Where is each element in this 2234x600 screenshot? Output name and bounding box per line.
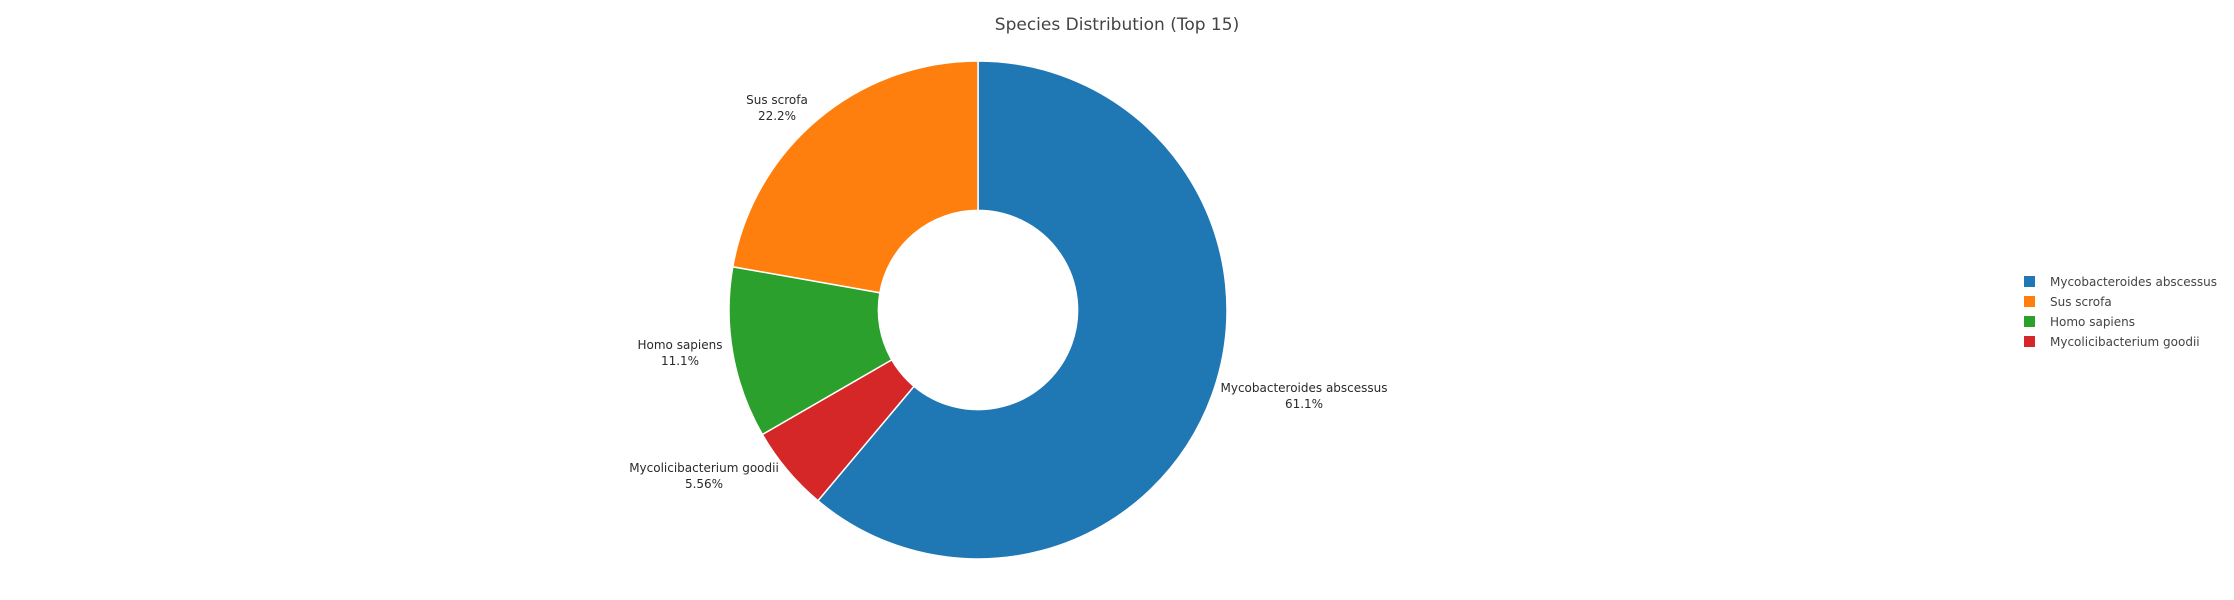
- slice-label: Mycolicibacterium goodii: [629, 461, 779, 475]
- legend-swatch: [2024, 336, 2035, 347]
- slice-percent-label: 11.1%: [661, 354, 699, 368]
- slice-label: Homo sapiens: [637, 338, 722, 352]
- legend-label: Mycobacteroides abscessus: [2050, 275, 2217, 289]
- slice-label: Mycobacteroides abscessus: [1220, 381, 1387, 395]
- legend-label: Sus scrofa: [2050, 295, 2112, 309]
- legend-label: Homo sapiens: [2050, 315, 2135, 329]
- legend-swatch: [2024, 276, 2035, 287]
- legend-swatch: [2024, 296, 2035, 307]
- slice-percent-label: 61.1%: [1285, 397, 1323, 411]
- pie-slice-mycobacteroides-abscessus[interactable]: [816, 60, 1228, 560]
- pie-slice-sus-scrofa[interactable]: [731, 60, 979, 294]
- slice-percent-label: 5.56%: [685, 477, 723, 491]
- legend-item[interactable]: Mycobacteroides abscessus: [2024, 275, 2217, 289]
- legend-swatch: [2024, 316, 2035, 327]
- pie-slice-homo-sapiens[interactable]: [728, 265, 893, 436]
- chart-title: Species Distribution (Top 15): [995, 15, 1239, 35]
- legend: Mycobacteroides abscessus Sus scrofa Homo …: [2024, 275, 2217, 349]
- legend-item[interactable]: Homo sapiens: [2024, 315, 2135, 329]
- legend-item[interactable]: Mycolicibacterium goodii: [2024, 335, 2200, 349]
- slice-label: Sus scrofa: [746, 93, 808, 107]
- legend-label: Mycolicibacterium goodii: [2050, 335, 2200, 349]
- legend-item[interactable]: Sus scrofa: [2024, 295, 2112, 309]
- slice-percent-label: 22.2%: [758, 109, 796, 123]
